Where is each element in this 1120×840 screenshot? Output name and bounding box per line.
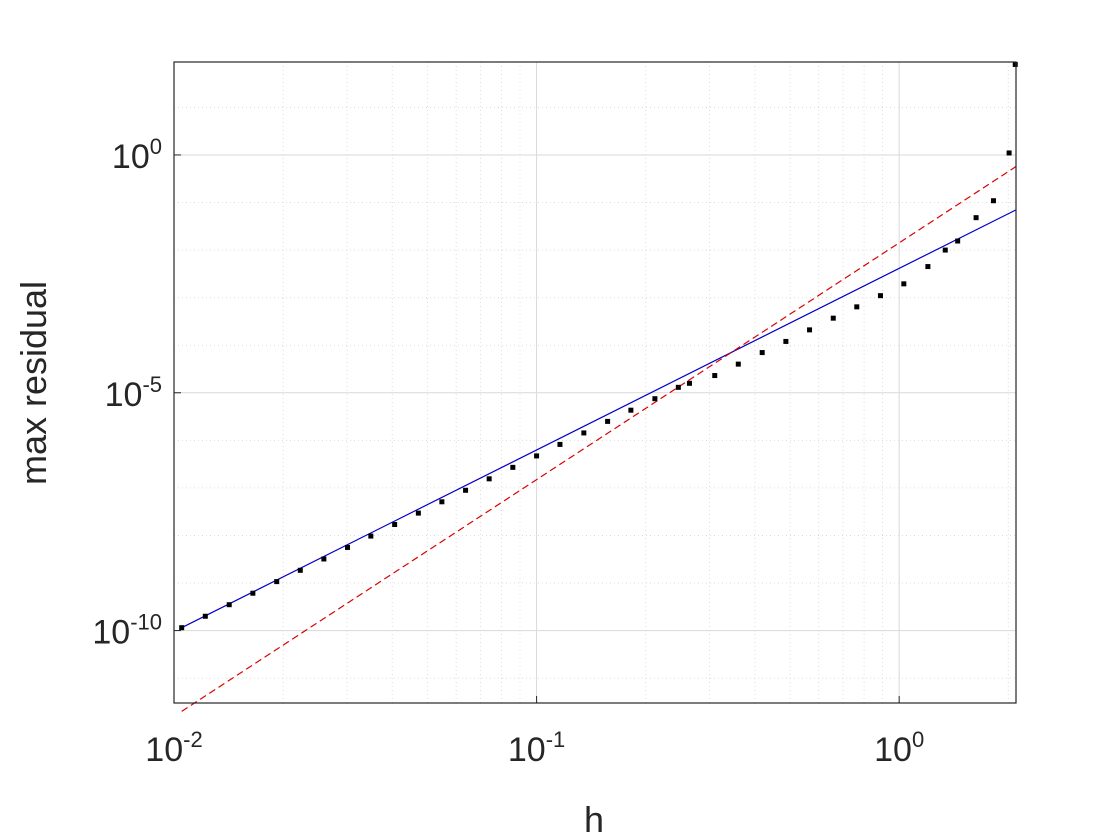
data-point bbox=[439, 499, 445, 505]
y-tick-label: 10-10 bbox=[92, 610, 162, 652]
data-point bbox=[297, 567, 303, 573]
data-point bbox=[368, 533, 374, 539]
data-point bbox=[392, 521, 398, 527]
series-layer bbox=[179, 61, 1018, 712]
data-point bbox=[510, 464, 516, 470]
data-point bbox=[628, 407, 634, 413]
data-point bbox=[534, 453, 540, 459]
data-point bbox=[463, 487, 469, 493]
data-point bbox=[202, 613, 208, 619]
data-point bbox=[712, 373, 718, 379]
data-point bbox=[675, 384, 681, 390]
data-point bbox=[321, 556, 327, 562]
data-point bbox=[605, 418, 611, 424]
data-point bbox=[345, 544, 351, 550]
x-axis-ticks: 10-2 10-1 100 bbox=[145, 696, 924, 769]
data-point bbox=[274, 579, 280, 585]
plot-area bbox=[174, 62, 1016, 703]
data-point bbox=[250, 590, 256, 596]
data-point bbox=[486, 476, 492, 482]
x-tick-label: 10-2 bbox=[145, 727, 202, 769]
data-point bbox=[854, 304, 860, 310]
y-tick-label: 10-5 bbox=[105, 372, 162, 414]
data-point bbox=[652, 396, 658, 402]
data-point bbox=[990, 198, 996, 204]
data-point bbox=[415, 510, 421, 516]
data-point bbox=[807, 327, 813, 333]
x-axis-label: h bbox=[584, 799, 604, 840]
data-point bbox=[973, 215, 979, 221]
x-tick-label: 100 bbox=[874, 727, 924, 769]
data-point bbox=[901, 281, 907, 287]
y-axis-label: max residual bbox=[13, 281, 54, 485]
y-axis-ticks: 10-10 10-5 100 bbox=[92, 134, 181, 652]
y-tick-label: 100 bbox=[112, 134, 162, 176]
data-point bbox=[942, 247, 948, 253]
data-point bbox=[830, 315, 836, 321]
data-point bbox=[955, 238, 961, 244]
minor-grid bbox=[174, 62, 1016, 703]
data-point bbox=[179, 625, 185, 631]
data-point bbox=[1012, 61, 1018, 67]
data-point bbox=[226, 602, 232, 608]
data-point bbox=[877, 293, 883, 299]
data-point bbox=[783, 338, 789, 344]
fit-line-solid bbox=[181, 209, 1017, 629]
x-tick-label: 10-1 bbox=[508, 727, 565, 769]
data-point bbox=[581, 430, 587, 436]
data-point bbox=[557, 441, 563, 447]
data-point bbox=[925, 264, 931, 270]
plot-frame bbox=[173, 61, 1017, 704]
data-point bbox=[759, 350, 765, 356]
data-point bbox=[735, 361, 741, 367]
data-point bbox=[686, 380, 692, 386]
data-point bbox=[1006, 150, 1012, 156]
reference-line-dashed bbox=[181, 166, 1017, 712]
